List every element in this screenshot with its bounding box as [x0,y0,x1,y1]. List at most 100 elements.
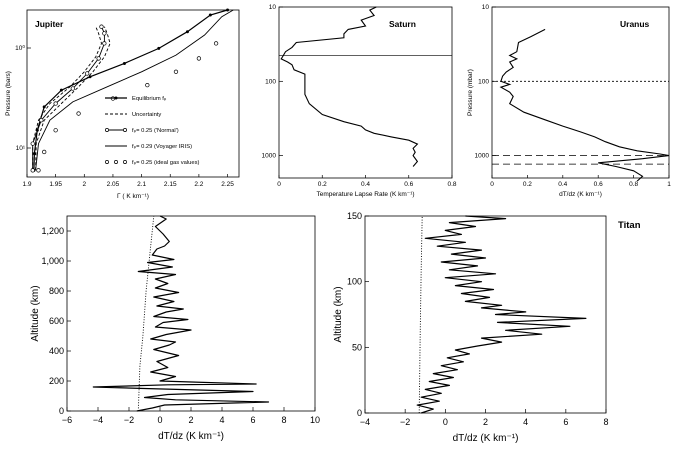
jupiter-x-tick-label: 1.95 [49,181,62,188]
jupiter-y-axis-label: Pressure (bars) [5,71,12,116]
jupiter-legend-entry: fₚ= 0.25 (ideal gas values) [132,160,199,166]
saturn-x-tick-label: 0.8 [447,181,456,188]
jupiter-series-line [35,9,234,171]
jupiter-legend-entry: fₚ= 0.25 ('Normal') [132,128,179,134]
saturn-x-axis-label: Temperature Lapse Rate (K km⁻¹) [316,191,414,198]
jupiter-data-point [122,61,126,65]
jupiter-y-tick-label: 10¹ [16,145,26,152]
titan-reference-dotted-line [418,215,423,414]
earth-x-tick-label: 6 [250,415,255,425]
uranus-panel: 0 0.2 0.4 0.6 0.8 1 10 100 1000 dT/dz (K km⁻¹) Pre… [467,4,671,198]
titan-title: Titan [618,220,641,231]
earth-x-tick-label: 10 [310,415,320,425]
jupiter-data-point [42,149,47,155]
uranus-y-tick-label: 1000 [475,153,490,160]
titan-y-tick-label: 0 [357,408,362,418]
earth-y-tick-label: 600 [49,316,64,326]
uranus-x-tick-label: 0.8 [629,181,638,188]
earth-x-tick-label: −4 [93,415,103,425]
uranus-x-tick-label: 1 [667,181,671,188]
jupiter-data-point [30,168,35,173]
earth-x-tick-label: 0 [157,415,162,425]
jupiter-plot-frame [26,9,240,178]
earth-series-line [92,215,270,412]
jupiter-legend-entry: Uncertainty [132,112,161,118]
jupiter-data-point [39,118,44,123]
jupiter-data-point [196,56,202,61]
jupiter-data-point [53,101,58,106]
jupiter-data-point [226,8,230,12]
earth-y-tick-label: 800 [49,286,64,296]
jupiter-legend-marker [123,160,127,164]
jupiter-data-point [208,13,212,17]
jupiter-x-tick-label: 2.2 [194,181,203,188]
titan-panel: −4 −2 0 2 4 6 8 0 50 100 150 dT/dz (K km⁻¹) Altitude… [333,211,641,444]
jupiter-legend-marker [105,128,109,132]
jupiter-data-point [76,111,81,116]
saturn-series-line [280,6,419,167]
jupiter-data-point [173,69,179,74]
earth-x-tick-label: 4 [219,415,224,425]
jupiter-data-point [213,41,219,46]
titan-x-tick-label: −4 [360,417,370,427]
jupiter-data-point [42,105,46,109]
earth-x-tick-label: −6 [62,415,72,425]
titan-x-tick-label: 2 [483,417,488,427]
jupiter-data-point [85,71,90,76]
earth-y-tick-label: 1,000 [41,256,64,266]
jupiter-data-point [157,46,161,50]
jupiter-legend-marker [114,160,118,164]
titan-x-axis-label: dT/dz (K km⁻¹) [453,433,519,444]
earth-y-axis-label: Altitude (km) [30,285,41,341]
jupiter-legend-entry: Equilibrium fₚ [132,96,167,102]
titan-x-tick-label: 6 [563,417,568,427]
uranus-plot-frame [491,6,670,179]
jupiter-data-point [99,24,104,29]
jupiter-legend-marker [114,96,118,100]
titan-x-tick-label: 4 [523,417,528,427]
uranus-x-tick-label: 0 [490,181,494,188]
earth-y-tick-label: 200 [49,376,64,386]
titan-x-tick-label: −2 [400,417,410,427]
jupiter-x-tick-label: 2.15 [164,181,177,188]
jupiter-legend-marker [123,128,127,132]
jupiter-data-point [36,168,41,173]
titan-y-axis-label: Altitude (km) [333,286,344,342]
uranus-y-axis-label: Pressure (mbar) [467,69,474,116]
titan-x-tick-label: 0 [443,417,448,427]
saturn-title: Saturn [389,19,416,29]
jupiter-data-point [102,31,107,36]
jupiter-x-tick-label: 2 [82,181,86,188]
earth-x-tick-label: 8 [281,415,286,425]
earth-x-tick-label: −2 [124,415,134,425]
saturn-x-tick-label: 0.2 [318,181,327,188]
saturn-y-tick-label: 1000 [262,153,277,160]
jupiter-x-axis-label: Γ ( K km⁻¹) [117,193,149,200]
saturn-x-tick-label: 0.4 [361,181,370,188]
jupiter-series-line [32,26,102,171]
jupiter-data-point [185,30,189,34]
titan-y-tick-label: 150 [347,211,362,221]
earth-x-axis-label: dT/dz (K km⁻¹) [158,431,224,442]
saturn-y-tick-label: 10 [269,4,277,11]
earth-x-tick-label: 2 [188,415,193,425]
jupiter-panel: 1.9 1.95 2 2.05 2.1 2.15 2.2 2.25 10⁰ 10¹ Jupiter Γ… [5,8,240,200]
jupiter-data-point [102,41,107,46]
uranus-title: Uranus [620,19,650,29]
uranus-x-tick-label: 0.4 [558,181,567,188]
earth-y-tick-label: 0 [59,406,64,416]
earth-panel: −6 −4 −2 0 2 4 6 8 10 0 200 400 600 800 1,000 1,200 dT/d… [30,215,320,442]
jupiter-x-tick-label: 1.9 [22,181,31,188]
jupiter-data-point [32,152,36,156]
titan-series-line [416,215,587,414]
uranus-series-line [499,28,670,182]
jupiter-data-point [59,88,63,92]
jupiter-legend-entry: fₚ= 0.29 (Voyager IRIS) [132,144,192,150]
uranus-y-tick-label: 100 [478,78,489,85]
saturn-panel: 0 0.2 0.4 0.6 0.8 10 100 1000 Temperature Lapse … [262,4,457,198]
earth-y-tick-label: 1,200 [41,226,64,236]
titan-x-tick-label: 8 [603,417,608,427]
jupiter-data-point [30,141,35,146]
